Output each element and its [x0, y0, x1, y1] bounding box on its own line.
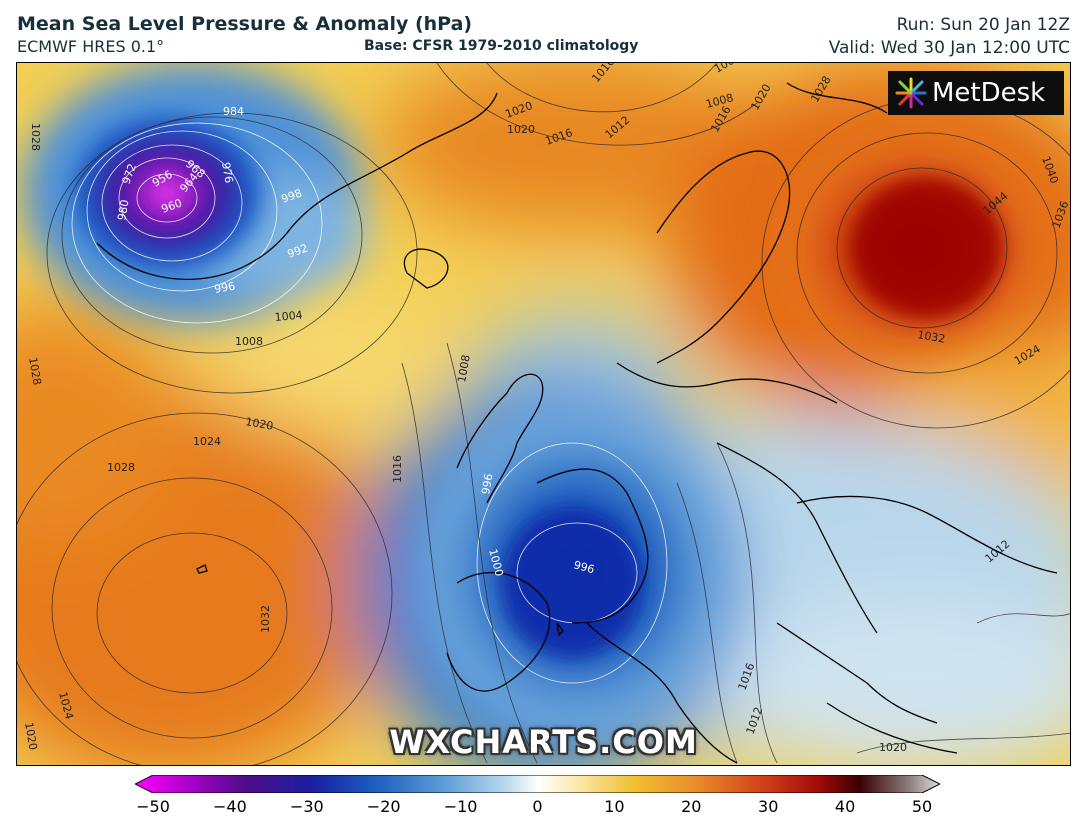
- isobar-label: 996: [213, 280, 236, 296]
- colorbar-tick-label: 10: [604, 797, 625, 816]
- isobar-label: 1028: [107, 461, 135, 474]
- colorbar-tick-label: −30: [289, 797, 324, 816]
- colorbar-gradient: [135, 775, 940, 793]
- isobar-label: 1032: [259, 605, 272, 633]
- isobar-label: 984: [223, 105, 244, 118]
- colorbar-tick-label: 20: [681, 797, 702, 816]
- climatology-base-label: Base: CFSR 1979-2010 climatology: [364, 38, 639, 54]
- colorbar-tick-label: −40: [213, 797, 247, 816]
- anomaly-colorbar: [135, 775, 940, 793]
- isobar-label: 1008: [455, 354, 473, 384]
- metdesk-logo: MetDesk: [888, 71, 1064, 115]
- colorbar-tick-label: −20: [366, 797, 401, 816]
- isobar-label: 1032: [916, 328, 946, 346]
- metdesk-burst-icon: [895, 77, 927, 109]
- wxcharts-watermark: WXCHARTS.COM: [389, 723, 698, 761]
- isobar-label: 1020: [507, 123, 535, 136]
- model-label: ECMWF HRES 0.1°: [17, 37, 165, 56]
- metdesk-logo-text: MetDesk: [932, 78, 1046, 108]
- valid-time-label: Valid: Wed 30 Jan 12:00 UTC: [828, 38, 1070, 58]
- isobar-label: 1024: [193, 435, 221, 448]
- isobar-label: 1028: [29, 123, 42, 151]
- isobar-label: 1016: [391, 455, 404, 483]
- colorbar-tick-label: −50: [136, 797, 170, 816]
- isobar-label: 996: [479, 473, 495, 496]
- run-time-label: Run: Sun 20 Jan 12Z: [896, 15, 1070, 35]
- isobar-label: 1020: [879, 741, 907, 754]
- colorbar-tick-label: −10: [443, 797, 478, 816]
- isobar-label: 980: [115, 199, 131, 222]
- isobar-label: 996: [572, 558, 596, 576]
- pressure-anomaly-map: 984 976 968 972 956 964 960 980 998 992 996 1004 100…: [16, 62, 1071, 766]
- isobar-label: 976: [219, 161, 235, 184]
- low-core: [52, 98, 1002, 658]
- isobar-label: 1008: [235, 335, 263, 348]
- isobars: [17, 63, 1070, 765]
- coastlines: [96, 82, 1058, 764]
- colorbar-tick-label: 50: [911, 797, 933, 816]
- isobar-label: 1004: [274, 309, 303, 324]
- colorbar-tick-label: 0: [532, 797, 543, 816]
- isobar-label: 1020: [22, 721, 40, 751]
- isobar-label: 1020: [244, 415, 274, 433]
- colorbar-tick-label: 40: [834, 797, 856, 816]
- chart-title: Mean Sea Level Pressure & Anomaly (hPa): [17, 13, 473, 35]
- colorbar-tick-label: 30: [758, 797, 779, 816]
- isobar-label: 1028: [26, 356, 44, 386]
